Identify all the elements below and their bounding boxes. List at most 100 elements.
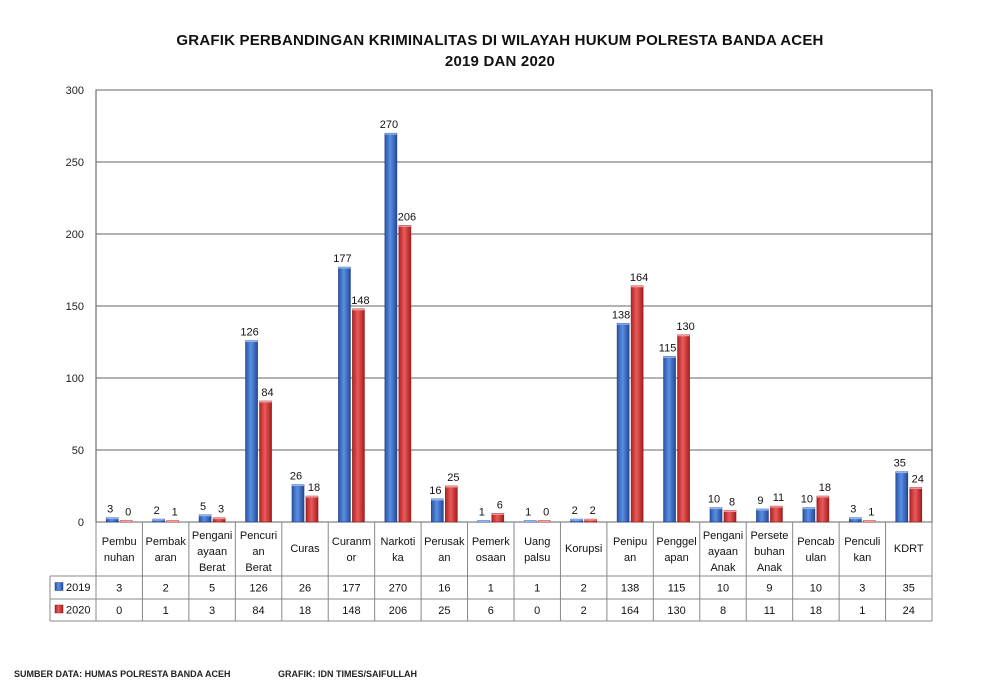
bar-top-2019 bbox=[710, 507, 722, 510]
bar-2020 bbox=[723, 510, 737, 523]
table-value-2020: 18 bbox=[810, 605, 822, 617]
x-category-label: Persete bbox=[750, 530, 788, 542]
table-value-2019: 126 bbox=[249, 583, 267, 595]
bar-2020 bbox=[816, 495, 830, 523]
table-value-2020: 148 bbox=[342, 605, 360, 617]
data-label-2020: 206 bbox=[398, 211, 416, 223]
table-value-2020: 164 bbox=[621, 605, 639, 617]
bar-top-2020 bbox=[724, 510, 736, 512]
bar-top-2019 bbox=[292, 484, 304, 487]
bar-top-2020 bbox=[584, 519, 597, 521]
bar-top-2020 bbox=[259, 401, 272, 403]
bar-top-2020 bbox=[445, 486, 458, 488]
x-category-label: Penggel bbox=[656, 536, 696, 548]
x-category-label: ayaan bbox=[197, 546, 227, 558]
x-category-label: aran bbox=[155, 552, 177, 564]
x-category-label: an bbox=[438, 552, 450, 564]
data-label-2019: 270 bbox=[380, 119, 398, 131]
table-value-2019: 3 bbox=[116, 583, 122, 595]
x-category-label: Pembu bbox=[102, 536, 137, 548]
bar-top-2019 bbox=[106, 517, 119, 520]
bar-top-2019 bbox=[477, 520, 490, 522]
data-label-2019: 26 bbox=[290, 471, 302, 483]
bar-2019 bbox=[431, 498, 444, 523]
table-value-2020: 2 bbox=[581, 605, 587, 617]
bar-top-2020 bbox=[398, 225, 411, 227]
x-category-label: Curanm bbox=[332, 536, 371, 548]
x-category-label: Pengani bbox=[703, 530, 743, 542]
bar-2020 bbox=[352, 308, 365, 523]
bar-2019 bbox=[291, 484, 305, 523]
x-category-label: an bbox=[252, 546, 264, 558]
table-value-2019: 115 bbox=[668, 583, 686, 595]
data-label-2020: 25 bbox=[447, 472, 459, 484]
table-value-2020: 8 bbox=[720, 605, 726, 617]
bar-top-2019 bbox=[756, 509, 769, 511]
data-label-2020: 6 bbox=[497, 499, 503, 511]
x-category-label: ayaan bbox=[708, 546, 738, 558]
bar-2019 bbox=[245, 340, 258, 523]
bar-2020 bbox=[305, 495, 319, 523]
bar-top-2020 bbox=[491, 513, 504, 515]
bar-top-2020 bbox=[120, 520, 133, 522]
x-category-label: palsu bbox=[524, 552, 550, 564]
table-value-2020: 18 bbox=[299, 605, 311, 617]
y-tick-label: 300 bbox=[66, 85, 84, 97]
data-label-2019: 2 bbox=[154, 505, 160, 517]
x-category-label: ulan bbox=[805, 552, 826, 564]
bar-2020 bbox=[259, 400, 272, 523]
data-label-2020: 148 bbox=[351, 295, 369, 307]
table-value-2020: 0 bbox=[116, 605, 122, 617]
bar-2019 bbox=[384, 132, 398, 523]
data-label-2020: 84 bbox=[261, 387, 273, 399]
bar-top-2019 bbox=[849, 517, 862, 520]
bar-top-2020 bbox=[166, 520, 179, 522]
x-category-label: Korupsi bbox=[565, 543, 602, 555]
data-label-2019: 3 bbox=[850, 504, 856, 516]
table-value-2020: 25 bbox=[438, 605, 450, 617]
x-category-label: osaan bbox=[476, 552, 506, 564]
bar-2020 bbox=[630, 285, 644, 523]
bar-top-2020 bbox=[909, 487, 922, 489]
data-label-2020: 2 bbox=[590, 505, 596, 517]
x-category-label: Perusak bbox=[424, 536, 465, 548]
table-value-2020: 3 bbox=[209, 605, 215, 617]
data-label-2020: 24 bbox=[912, 473, 924, 485]
y-tick-label: 150 bbox=[66, 301, 84, 313]
data-label-2019: 2 bbox=[572, 505, 578, 517]
data-label-2020: 0 bbox=[125, 507, 131, 519]
bar-top-2020 bbox=[677, 334, 690, 337]
x-category-label: Pengani bbox=[192, 530, 232, 542]
table-value-2019: 3 bbox=[859, 583, 865, 595]
x-category-label: Berat bbox=[245, 562, 271, 574]
table-value-2019: 270 bbox=[389, 583, 407, 595]
data-label-2020: 18 bbox=[819, 482, 831, 494]
legend-label: 2019 bbox=[66, 582, 90, 594]
bar-top-2020 bbox=[306, 496, 318, 498]
data-label-2019: 1 bbox=[525, 507, 531, 519]
bar-2019 bbox=[616, 322, 630, 523]
x-category-label: Pembak bbox=[145, 536, 186, 548]
bar-top-2019 bbox=[524, 520, 537, 522]
bar-top-2019 bbox=[802, 507, 815, 510]
table-value-2019: 16 bbox=[438, 583, 450, 595]
bar-2019 bbox=[663, 356, 676, 523]
table-value-2019: 10 bbox=[717, 583, 729, 595]
data-label-2019: 10 bbox=[801, 494, 813, 506]
x-category-label: an bbox=[624, 552, 636, 564]
data-label-2019: 35 bbox=[894, 458, 906, 470]
bar-top-2020 bbox=[538, 520, 551, 522]
table-value-2019: 2 bbox=[163, 583, 169, 595]
bar-2020 bbox=[770, 505, 783, 523]
x-category-label: nuhan bbox=[104, 552, 135, 564]
data-label-2019: 9 bbox=[757, 495, 763, 507]
data-label-2020: 8 bbox=[729, 496, 735, 508]
bar-2019 bbox=[709, 507, 723, 523]
y-tick-label: 100 bbox=[66, 373, 84, 385]
table-value-2020: 11 bbox=[764, 605, 775, 617]
bar-top-2020 bbox=[631, 285, 644, 288]
data-label-2019: 1 bbox=[479, 507, 485, 519]
bar-2019 bbox=[756, 508, 769, 523]
legend-label: 2020 bbox=[66, 605, 90, 617]
bar-top-2019 bbox=[895, 471, 908, 474]
